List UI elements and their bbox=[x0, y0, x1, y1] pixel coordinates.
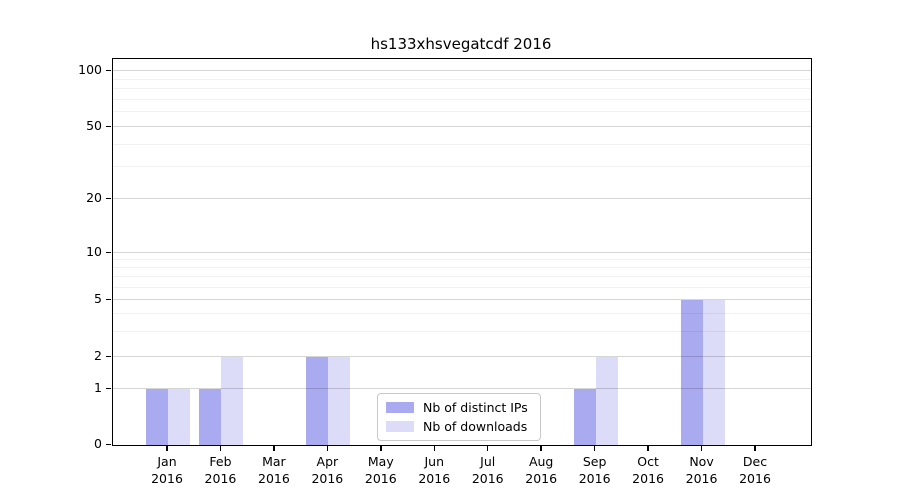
legend-swatch-downloads bbox=[386, 421, 414, 432]
y-tick-label-1: 1 bbox=[94, 380, 102, 395]
y-tick-label-0: 0 bbox=[94, 436, 102, 451]
x-tick-aug bbox=[540, 446, 542, 451]
y-tick-0 bbox=[106, 443, 111, 445]
bar-nb-of-distinct-ips-sep bbox=[573, 389, 596, 445]
plot-area: Nb of distinct IPs Nb of downloads bbox=[112, 58, 812, 446]
gridline-major-100 bbox=[113, 70, 811, 71]
y-tick-2 bbox=[106, 355, 111, 357]
gridline-major-20 bbox=[113, 198, 811, 199]
x-tick-label-may: May 2016 bbox=[364, 454, 397, 486]
legend-label-downloads: Nb of downloads bbox=[423, 419, 528, 434]
x-tick-label-nov: Nov 2016 bbox=[685, 454, 718, 486]
y-tick-20 bbox=[106, 197, 111, 199]
x-tick-feb bbox=[219, 446, 222, 451]
y-tick-50 bbox=[106, 125, 111, 127]
y-tick-label-20: 20 bbox=[86, 190, 102, 205]
legend: Nb of distinct IPs Nb of downloads bbox=[377, 393, 541, 441]
gridline-minor-90 bbox=[113, 78, 811, 80]
x-tick-label-jan: Jan 2016 bbox=[151, 454, 183, 486]
gridline-minor-40 bbox=[113, 143, 811, 145]
x-tick-apr bbox=[326, 446, 329, 451]
grid-layer bbox=[113, 59, 811, 445]
gridline-major-1 bbox=[113, 388, 811, 389]
bar-nb-of-distinct-ips-feb bbox=[199, 389, 222, 445]
gridline-major-50 bbox=[113, 126, 811, 127]
legend-swatch-distinct-ips bbox=[386, 402, 414, 413]
x-tick-label-aug: Aug 2016 bbox=[525, 454, 558, 486]
bar-nb-of-distinct-ips-apr bbox=[306, 357, 329, 445]
x-tick-sep bbox=[593, 446, 596, 451]
chart-title: hs133xhsvegatcdf 2016 bbox=[370, 35, 552, 53]
bar-nb-of-downloads-feb bbox=[221, 357, 244, 445]
gridline-minor-7 bbox=[113, 276, 811, 278]
gridline-minor-30 bbox=[113, 166, 811, 168]
x-tick-label-jul: Jul 2016 bbox=[471, 454, 504, 486]
x-tick-label-dec: Dec 2016 bbox=[739, 454, 771, 486]
x-tick-label-jun: Jun 2016 bbox=[418, 454, 451, 486]
gridline-minor-60 bbox=[113, 111, 811, 113]
legend-label-distinct-ips: Nb of distinct IPs bbox=[423, 400, 528, 415]
x-tick-jul bbox=[487, 446, 489, 451]
y-tick-100 bbox=[106, 69, 111, 71]
y-tick-label-5: 5 bbox=[94, 291, 102, 306]
gridline-major-10 bbox=[113, 252, 811, 253]
x-tick-label-oct: Oct 2016 bbox=[632, 454, 664, 486]
gridline-major-2 bbox=[113, 356, 811, 357]
y-tick-label-50: 50 bbox=[86, 118, 102, 133]
y-tick-label-10: 10 bbox=[86, 244, 102, 259]
x-tick-label-mar: Mar 2016 bbox=[258, 454, 290, 486]
x-tick-oct bbox=[647, 446, 649, 451]
bar-nb-of-downloads-nov bbox=[702, 300, 725, 445]
bar-nb-of-distinct-ips-nov bbox=[680, 300, 703, 445]
legend-entry-downloads: Nb of downloads bbox=[386, 419, 528, 434]
gridline-minor-4 bbox=[113, 312, 811, 314]
y-tick-label-2: 2 bbox=[94, 348, 102, 363]
y-tick-10 bbox=[106, 251, 111, 253]
x-tick-mar bbox=[273, 446, 275, 451]
gridline-minor-3 bbox=[113, 330, 811, 332]
gridline-major-5 bbox=[113, 299, 811, 300]
x-tick-label-feb: Feb 2016 bbox=[204, 454, 237, 486]
gridline-minor-6 bbox=[113, 286, 811, 288]
x-tick-label-sep: Sep 2016 bbox=[578, 454, 611, 486]
gridline-minor-80 bbox=[113, 88, 811, 90]
bar-nb-of-downloads-apr bbox=[328, 357, 351, 445]
x-tick-jan bbox=[166, 446, 168, 451]
x-tick-may bbox=[380, 446, 382, 451]
legend-entry-distinct-ips: Nb of distinct IPs bbox=[386, 400, 528, 415]
x-tick-nov bbox=[700, 446, 703, 451]
gridline-minor-70 bbox=[113, 98, 811, 100]
x-tick-dec bbox=[754, 446, 756, 451]
x-tick-jun bbox=[433, 446, 435, 451]
bar-nb-of-downloads-sep bbox=[595, 357, 618, 445]
y-tick-1 bbox=[106, 387, 111, 389]
gridline-minor-9 bbox=[113, 259, 811, 261]
bar-nb-of-downloads-jan bbox=[168, 389, 190, 445]
bar-nb-of-distinct-ips-jan bbox=[146, 389, 168, 445]
y-tick-5 bbox=[106, 298, 111, 300]
x-tick-label-apr: Apr 2016 bbox=[311, 454, 344, 486]
bars-layer bbox=[113, 59, 811, 445]
gridline-minor-8 bbox=[113, 267, 811, 269]
y-tick-label-100: 100 bbox=[78, 62, 102, 77]
